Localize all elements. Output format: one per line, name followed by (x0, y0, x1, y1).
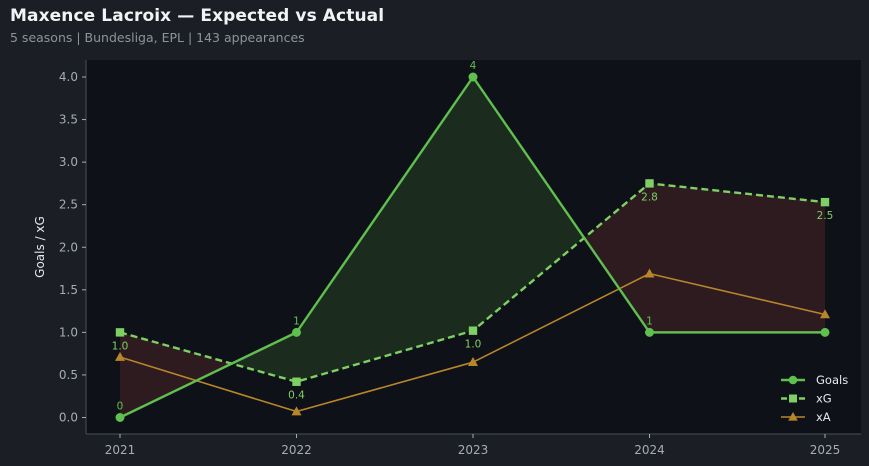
fill-regions (120, 77, 825, 418)
goals-marker (115, 413, 125, 422)
x-tick-label: 2024 (634, 443, 665, 457)
legend-label-xg: xG (816, 392, 832, 406)
x-ticks: 2021 2022 2023 2024 2025 (105, 434, 841, 457)
y-axis-label: Goals / xG (33, 216, 47, 278)
x-tick-label: 2023 (458, 443, 489, 457)
chart-title: Maxence Lacroix — Expected vs Actual (10, 6, 385, 26)
xg-data-label: 1.0 (465, 339, 482, 351)
xg-marker (645, 179, 654, 188)
overperformance-region (231, 332, 297, 382)
legend-marker-goals (788, 375, 798, 385)
goals-marker (645, 327, 654, 337)
goals-data-label: 1 (646, 315, 653, 327)
xa-marker (115, 351, 125, 361)
y-tick-label: 2.5 (59, 198, 78, 212)
y-tick-label: 0.0 (59, 411, 78, 425)
xg-marker (820, 197, 830, 207)
xa-marker (644, 268, 655, 278)
legend-label-xa: xA (816, 410, 831, 424)
x-tick-label: 2021 (105, 443, 136, 457)
y-ticks: 0.0 0.5 1.0 1.5 2.0 2.5 3.0 3.5 4.0 (59, 70, 86, 425)
xg-marker (115, 328, 125, 337)
data-labels: 0 1 4 1 1.0 0.4 1.0 2.8 2.5 (112, 60, 834, 413)
xg-data-label: 2.8 (641, 191, 658, 203)
xg-data-label: 1.0 (112, 340, 129, 352)
legend-label-goals: Goals (816, 373, 848, 387)
legend: Goals xG xA (781, 373, 848, 424)
legend-marker-xa (788, 412, 798, 421)
series-group (115, 72, 830, 422)
y-tick-label: 3.5 (59, 113, 78, 127)
xa-marker (820, 309, 830, 319)
y-tick-label: 2.0 (59, 240, 78, 254)
goals-data-label: 0 (117, 401, 124, 413)
x-tick-label: 2025 (810, 443, 841, 457)
xa-marker (291, 406, 302, 416)
goals-marker (292, 327, 301, 337)
x-tick-label: 2022 (281, 443, 312, 457)
xg-data-label: 0.4 (288, 390, 305, 402)
xg-marker (468, 326, 478, 335)
underperformance-region (584, 183, 650, 333)
goals-data-label: 4 (470, 60, 477, 72)
overperformance-region (473, 77, 585, 331)
legend-marker-xg (789, 394, 797, 403)
overperformance-region (296, 77, 473, 382)
y-tick-label: 1.0 (59, 325, 78, 339)
xg-data-label: 2.5 (817, 210, 834, 222)
y-tick-label: 1.5 (59, 283, 78, 297)
chart-subtitle: 5 seasons | Bundesliga, EPL | 143 appear… (10, 30, 305, 45)
y-tick-label: 0.5 (59, 368, 78, 382)
y-tick-label: 3.0 (59, 155, 78, 169)
y-tick-label: 4.0 (59, 70, 78, 84)
xa-marker (468, 356, 478, 366)
goals-marker (820, 327, 830, 337)
xg-marker (292, 377, 301, 386)
goals-data-label: 1 (293, 315, 300, 327)
underperformance-region (649, 183, 825, 333)
goals-marker (468, 72, 478, 82)
